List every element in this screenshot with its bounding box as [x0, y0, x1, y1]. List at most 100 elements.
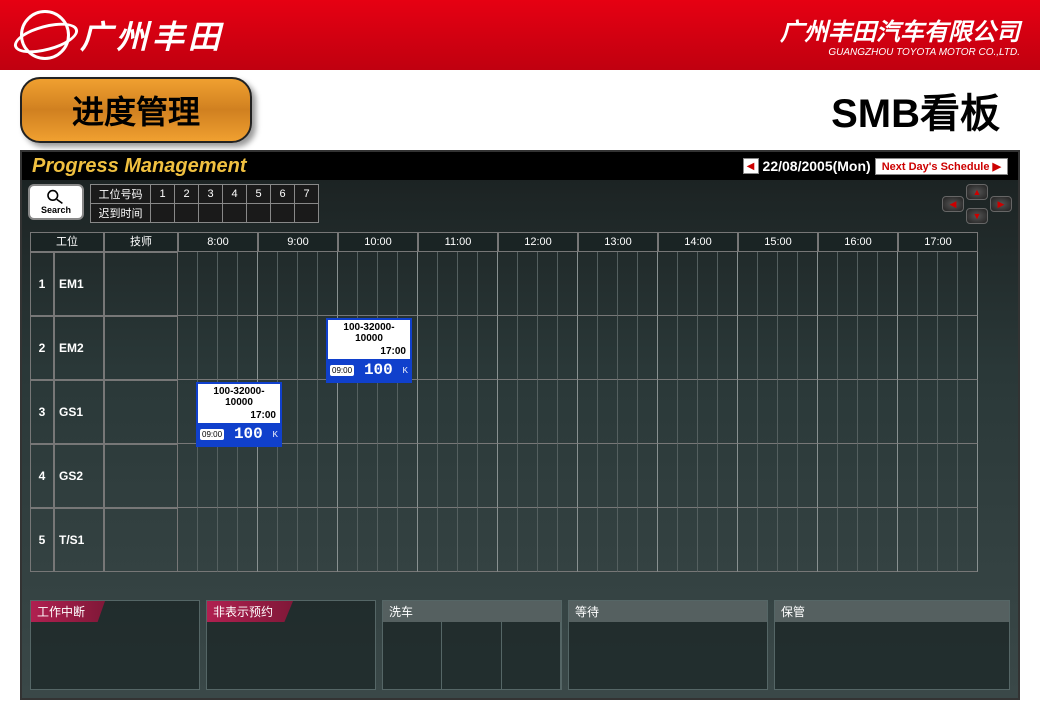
scroll-right-button[interactable]: ▶	[990, 196, 1012, 212]
job-start-time: 09:00	[330, 365, 354, 376]
summary-col: 2	[175, 185, 199, 204]
row-slots[interactable]	[178, 252, 1010, 316]
summary-cell	[247, 204, 271, 223]
summary-col: 7	[295, 185, 319, 204]
tab-storage[interactable]: 保管	[774, 600, 1010, 690]
row-tech	[104, 252, 178, 316]
tab-label: 保管	[775, 601, 1009, 622]
toolbar: Search 工位号码 1 2 3 4 5 6 7 迟到时间	[22, 180, 1018, 228]
row-number: 1	[30, 252, 54, 316]
tab-interrupted[interactable]: 工作中断	[30, 600, 200, 690]
grid-header: 工位 技师 8:009:0010:0011:0012:0013:0014:001…	[30, 232, 1010, 252]
row-station: GS2	[54, 444, 104, 508]
row-number: 4	[30, 444, 54, 508]
grid-row: 2EM2100-32000-1000017:0009:00100K	[30, 316, 1010, 380]
station-summary-table: 工位号码 1 2 3 4 5 6 7 迟到时间	[90, 184, 319, 223]
tab-label: 洗车	[383, 601, 561, 622]
job-id: 100-32000-10000	[198, 384, 280, 410]
tab-hidden-reservations[interactable]: 非表示预约	[206, 600, 376, 690]
title-row: 进度管理 SMB看板	[0, 70, 1040, 150]
summary-cell	[175, 204, 199, 223]
row-tech	[104, 380, 178, 444]
row-slots[interactable]: 100-32000-1000017:0009:00100K	[178, 316, 1010, 380]
tab-wash[interactable]: 洗车	[382, 600, 562, 690]
row-station: EM2	[54, 316, 104, 380]
hour-header: 8:00	[178, 232, 258, 252]
search-icon	[46, 189, 66, 205]
logo-text: 广州丰田	[80, 12, 224, 58]
logo-left: 广州丰田	[20, 10, 224, 60]
summary-cell	[199, 204, 223, 223]
col-header-station: 工位	[30, 232, 104, 252]
next-day-button[interactable]: Next Day's Schedule ▶	[875, 158, 1008, 175]
hour-header: 17:00	[898, 232, 978, 252]
row-number: 3	[30, 380, 54, 444]
schedule-grid: 工位 技师 8:009:0010:0011:0012:0013:0014:001…	[30, 232, 1010, 572]
row-tech	[104, 444, 178, 508]
row-tech	[104, 508, 178, 572]
job-start-time: 09:00	[200, 429, 224, 440]
hour-header: 9:00	[258, 232, 338, 252]
app-panel: Progress Management ◀ 22/08/2005(Mon) Ne…	[20, 150, 1020, 700]
hour-headers: 8:009:0010:0011:0012:0013:0014:0015:0016…	[178, 232, 978, 252]
scroll-up-button[interactable]: ▲	[966, 184, 988, 200]
row-number: 2	[30, 316, 54, 380]
scroll-left-button[interactable]: ◀	[942, 196, 964, 212]
hour-header: 15:00	[738, 232, 818, 252]
hour-header: 13:00	[578, 232, 658, 252]
brand-header: 广州丰田 广州丰田汽车有限公司 GUANGZHOU TOYOTA MOTOR C…	[0, 0, 1040, 70]
hour-header: 16:00	[818, 232, 898, 252]
summary-cell	[151, 204, 175, 223]
company-name-en: GUANGZHOU TOYOTA MOTOR CO.,LTD.	[780, 47, 1020, 58]
row-station: EM1	[54, 252, 104, 316]
search-button[interactable]: Search	[28, 184, 84, 220]
row-tech	[104, 316, 178, 380]
summary-row1-label: 工位号码	[91, 185, 151, 204]
row-slots[interactable]	[178, 444, 1010, 508]
search-label: Search	[41, 205, 71, 215]
app-title-bar: Progress Management ◀ 22/08/2005(Mon) Ne…	[22, 152, 1018, 180]
hour-header: 10:00	[338, 232, 418, 252]
tab-label: 非表示预约	[207, 601, 293, 622]
job-progress: 100	[228, 425, 269, 443]
hour-header: 14:00	[658, 232, 738, 252]
grid-body: 1EM12EM2100-32000-1000017:0009:00100K3GS…	[30, 252, 1010, 572]
col-header-tech: 技师	[104, 232, 178, 252]
tab-label: 等待	[569, 601, 767, 622]
app-title: Progress Management	[32, 155, 247, 178]
logo-icon	[20, 10, 70, 60]
scroll-down-button[interactable]: ▼	[966, 208, 988, 224]
grid-row: 5T/S1	[30, 508, 1010, 572]
row-slots[interactable]: 100-32000-1000017:00 09:00 100 K	[178, 380, 1010, 444]
tab-waiting[interactable]: 等待	[568, 600, 768, 690]
summary-col: 5	[247, 185, 271, 204]
current-date: 22/08/2005(Mon)	[763, 158, 871, 174]
next-day-label: Next Day's Schedule	[882, 161, 990, 173]
row-station: T/S1	[54, 508, 104, 572]
summary-col: 1	[151, 185, 175, 204]
hour-header: 11:00	[418, 232, 498, 252]
row-station: GS1	[54, 380, 104, 444]
summary-cell	[271, 204, 295, 223]
row-number: 5	[30, 508, 54, 572]
job-target-time: 17:00	[328, 346, 410, 359]
prev-day-button[interactable]: ◀	[743, 158, 759, 174]
job-unit: K	[403, 366, 408, 375]
summary-col: 4	[223, 185, 247, 204]
job-status-bar: 09:00 100 K	[198, 423, 280, 445]
company-name-cn: 广州丰田汽车有限公司	[780, 12, 1020, 47]
job-status-bar: 09:00100K	[328, 359, 410, 381]
grid-row: 4GS2	[30, 444, 1010, 508]
scroll-nav-cluster: ▲ ◀ ▶ ▼	[942, 184, 1012, 224]
summary-col: 6	[271, 185, 295, 204]
hour-header: 12:00	[498, 232, 578, 252]
grid-row: 1EM1	[30, 252, 1010, 316]
row-slots[interactable]	[178, 508, 1010, 572]
job-target-time: 17:00	[198, 410, 280, 423]
job-unit: K	[273, 430, 278, 439]
job-card[interactable]: 100-32000-1000017:00 09:00 100 K	[196, 382, 282, 447]
job-card[interactable]: 100-32000-1000017:0009:00100K	[326, 318, 412, 383]
title-badge-text: 进度管理	[72, 94, 200, 130]
tab-label: 工作中断	[31, 601, 105, 622]
summary-col: 3	[199, 185, 223, 204]
